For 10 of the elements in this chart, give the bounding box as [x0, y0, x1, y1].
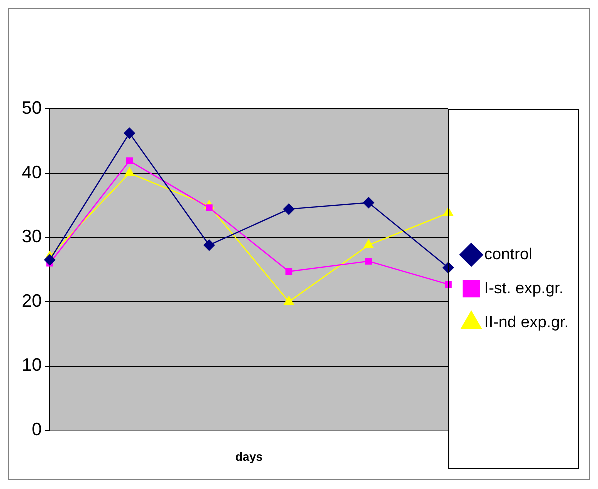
y-tick-label: 40 [22, 162, 42, 182]
x-axis-title: days [236, 450, 264, 464]
y-tick-label: 50 [22, 98, 42, 118]
y-tick-label: 10 [22, 355, 42, 376]
legend-label: control [484, 246, 533, 264]
y-tick-label: 20 [22, 290, 42, 311]
legend-label: I-st. exp.gr. [484, 280, 564, 298]
legend-label: II-nd exp.gr. [484, 314, 570, 332]
y-tick-label: 30 [22, 226, 42, 247]
y-tick-label: 0 [32, 420, 42, 440]
